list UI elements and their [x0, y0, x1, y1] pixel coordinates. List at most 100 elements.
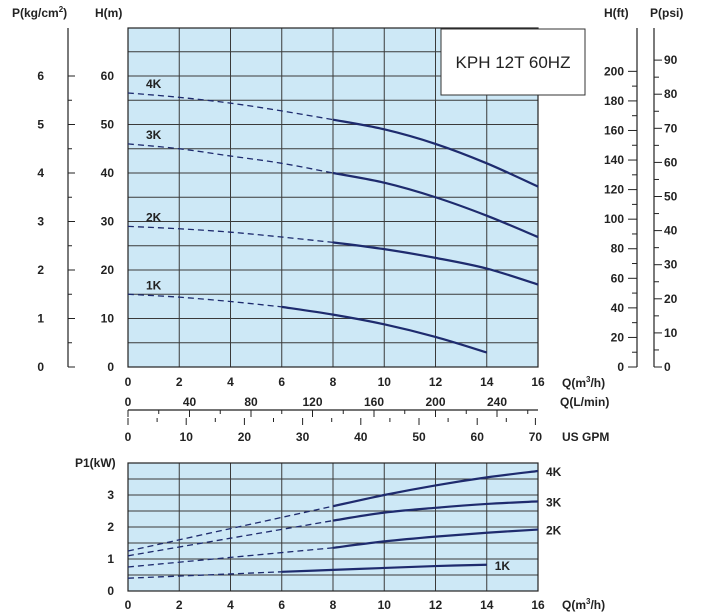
head-plot-frame	[127, 27, 539, 368]
tick-label: 0	[617, 360, 624, 374]
series-label-2k: 2K	[146, 210, 162, 224]
power-curve-1k-solid	[281, 563, 487, 573]
tick-label: 14	[480, 375, 494, 389]
tick-label: 70	[529, 430, 543, 444]
power-ticks: 0 1 2 3	[107, 488, 114, 598]
tick-label: 16	[531, 598, 545, 612]
power-series-label-3k: 3K	[546, 495, 562, 509]
power-curve-3k-dashed	[127, 519, 334, 557]
head-m-axis-label: H(m)	[95, 6, 122, 20]
head-m-ticks: 0 10 20 30 40 50 60	[101, 69, 115, 374]
tick-label: 4	[37, 166, 44, 180]
flow-gpm-axis-label: US GPM	[562, 430, 609, 444]
head-curves: 4K 3K 2K 1K	[127, 77, 539, 354]
tick-label: 200	[604, 64, 624, 78]
tick-label: 30	[101, 215, 115, 229]
power-curve-2k-solid	[332, 528, 539, 549]
tick-label: 120	[604, 183, 624, 197]
tick-label: 50	[101, 118, 115, 132]
tick-label: 4	[227, 375, 234, 389]
tick-label: 40	[101, 166, 115, 180]
tick-label: 40	[354, 430, 368, 444]
flow-m3h-ticks: 0 2 4 6 8 10 12 14 16	[125, 375, 545, 389]
power-curve-2k-dashed	[127, 547, 334, 568]
tick-label: 6	[278, 375, 285, 389]
tick-label: 20	[664, 292, 678, 306]
tick-label: 16	[531, 375, 545, 389]
tick-label: 0	[125, 598, 132, 612]
power-plot-frame	[127, 462, 539, 592]
tick-label: 0	[107, 360, 114, 374]
tick-label: 40	[183, 395, 197, 409]
flow-m3h-axis-label: Q(m3/h)	[562, 375, 605, 390]
tick-label: 0	[664, 360, 671, 374]
tick-label: 60	[664, 155, 678, 169]
tick-label: 14	[480, 598, 494, 612]
series-label-3k: 3K	[146, 128, 162, 142]
tick-label: 0	[107, 584, 114, 598]
tick-label: 40	[664, 224, 678, 238]
tick-label: 5	[37, 118, 44, 132]
curve-1k-dashed	[127, 293, 282, 308]
tick-label: 180	[604, 94, 624, 108]
tick-label: 10	[378, 375, 392, 389]
tick-label: 10	[378, 598, 392, 612]
chart-title: KPH 12T 60HZ	[456, 53, 571, 72]
tick-label: 20	[101, 263, 115, 277]
series-label-1k: 1K	[146, 278, 162, 292]
tick-label: 60	[101, 69, 115, 83]
power-series-label-1k: 1K	[495, 559, 511, 573]
tick-label: 12	[429, 598, 443, 612]
tick-label: 60	[471, 430, 485, 444]
tick-label: 4	[227, 598, 234, 612]
tick-label: 6	[278, 598, 285, 612]
power-series-label-4k: 4K	[546, 465, 562, 479]
tick-label: 240	[487, 395, 507, 409]
tick-label: 20	[238, 430, 252, 444]
tick-label: 80	[664, 87, 678, 101]
pressure-kg-axis-label: P(kg/cm2)	[12, 5, 67, 20]
tick-label: 2	[107, 520, 114, 534]
tick-label: 12	[429, 375, 443, 389]
tick-label: 40	[611, 301, 625, 315]
tick-label: 50	[412, 430, 426, 444]
power-plot-grid	[128, 463, 538, 591]
tick-label: 2	[176, 375, 183, 389]
tick-label: 120	[302, 395, 322, 409]
tick-label: 50	[664, 190, 678, 204]
curve-4k-solid	[332, 118, 539, 188]
head-ft-axis-label: H(ft)	[604, 6, 629, 20]
tick-label: 0	[125, 395, 132, 409]
pressure-kg-ticks: 0 1 2 3 4 5 6	[37, 69, 75, 374]
tick-label: 160	[364, 395, 384, 409]
tick-label: 80	[611, 242, 625, 256]
tick-label: 30	[664, 258, 678, 272]
pressure-psi-axis-label: P(psi)	[650, 6, 683, 20]
tick-label: 8	[330, 375, 337, 389]
curve-3k-solid	[332, 171, 539, 239]
chart-title-box	[440, 28, 586, 96]
tick-label: 80	[244, 395, 258, 409]
power-curve-3k-solid	[332, 500, 539, 522]
power-series-label-2k: 2K	[546, 524, 562, 538]
tick-label: 70	[664, 121, 678, 135]
power-curve-4k-solid	[332, 469, 539, 508]
curve-4k-dashed	[127, 92, 334, 121]
tick-label: 20	[611, 330, 625, 344]
tick-label: 2	[176, 598, 183, 612]
curve-1k-solid	[281, 305, 488, 354]
tick-label: 6	[37, 69, 44, 83]
flow-lpm-axis-label: Q(L/min)	[560, 395, 609, 409]
head-ft-ticks: 0 20 40 60 80 100 120 140 160 180 200	[604, 64, 637, 374]
power-flow-ticks: 0 2 4 6 8 10 12 14 16	[125, 598, 545, 612]
tick-label: 0	[125, 430, 132, 444]
tick-label: 140	[604, 153, 624, 167]
tick-label: 10	[101, 312, 115, 326]
tick-label: 100	[604, 212, 624, 226]
curve-3k-dashed	[127, 143, 334, 174]
tick-label: 200	[425, 395, 445, 409]
tick-label: 30	[296, 430, 310, 444]
power-curves: 4K 3K 2K 1K	[127, 465, 562, 579]
flow-lpm-ticks: 0 40 80 120 160 200 240	[125, 395, 529, 417]
